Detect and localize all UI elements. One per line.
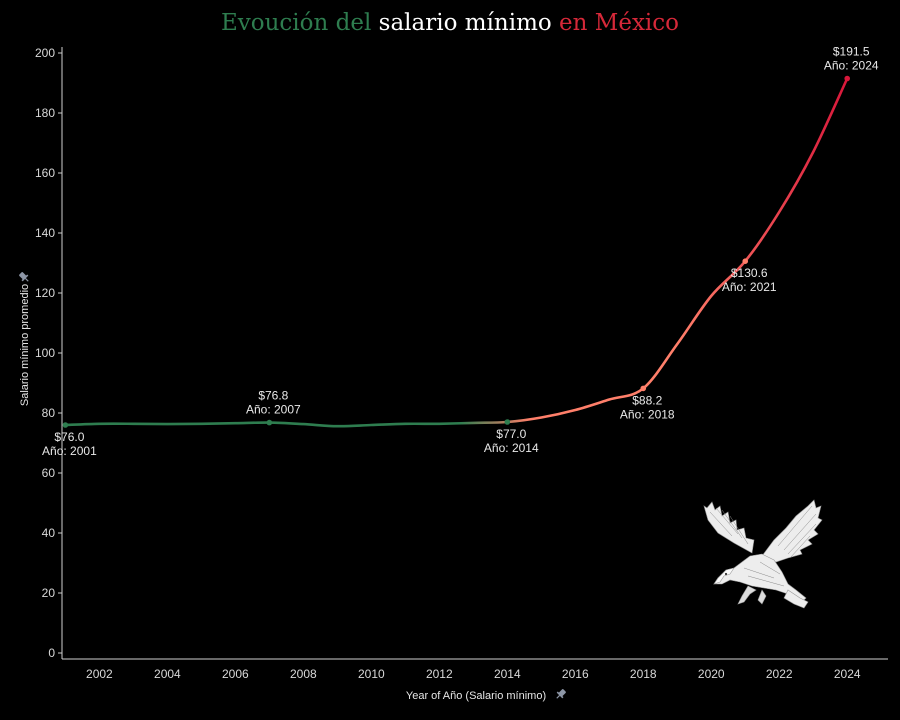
y-tick-label: 180 [35, 106, 55, 120]
y-tick-label: 120 [35, 286, 55, 300]
eagle-head [713, 567, 735, 585]
annotation-year: Año: 2014 [484, 441, 539, 455]
annotation-year: Año: 2001 [42, 444, 97, 458]
annotation-value: $88.2 [632, 393, 662, 407]
annotation-value: $191.5 [833, 45, 870, 59]
x-axis-title: Year of Año (Salario mínimo) [406, 690, 546, 702]
eagle-right-wing [761, 499, 823, 563]
y-tick-label: 0 [48, 646, 55, 660]
y-axis-pin-icon[interactable] [18, 271, 31, 284]
eagle-eye [724, 572, 728, 576]
annotation-value: $77.0 [496, 427, 526, 441]
y-tick-label: 100 [35, 346, 55, 360]
x-tick-label: 2012 [426, 667, 453, 681]
annotation-year: Año: 2021 [722, 280, 777, 294]
annotated-point[interactable] [844, 75, 851, 82]
x-axis-ticks: 2002 2004 2006 2008 2010 2012 2014 2016 2018 2020… [86, 667, 861, 681]
x-tick-label: 2024 [834, 667, 861, 681]
salary-line [64, 77, 849, 428]
y-axis-title: Salario mínimo promedio [19, 284, 31, 406]
x-tick-label: 2016 [562, 667, 589, 681]
x-tick-label: 2004 [154, 667, 181, 681]
annotated-point[interactable] [62, 422, 69, 428]
eagle-left-wing [703, 501, 755, 554]
y-tick-label: 60 [42, 466, 56, 480]
x-tick-label: 2006 [222, 667, 249, 681]
y-axis-ticks: 0 20 40 60 80 100 120 140 160 180 200 [35, 46, 62, 660]
title-part-white: salario mínimo [378, 10, 552, 36]
eagle-illustration [703, 499, 823, 609]
eagle-tail [783, 589, 809, 609]
title-part-green: Evoución del [220, 10, 372, 36]
annotation-value: $76.0 [54, 430, 84, 444]
x-tick-label: 2002 [86, 667, 113, 681]
annotation-value: $76.8 [258, 389, 288, 403]
annotated-point[interactable] [742, 258, 749, 265]
y-tick-label: 20 [42, 586, 56, 600]
annotated-point[interactable] [266, 419, 273, 426]
x-axis-pin-icon[interactable] [554, 688, 567, 701]
chart-title: Evoución del salario mínimo en México [0, 10, 900, 36]
annotation-year: Año: 2007 [246, 403, 301, 417]
annotated-point[interactable] [640, 385, 647, 392]
annotation-year: Año: 2024 [824, 59, 879, 73]
data-points [62, 75, 851, 428]
annotation-value: $130.6 [731, 266, 768, 280]
x-tick-label: 2010 [358, 667, 385, 681]
x-tick-label: 2008 [290, 667, 317, 681]
y-tick-label: 200 [35, 46, 55, 60]
y-tick-label: 160 [35, 166, 55, 180]
annotated-point[interactable] [504, 419, 511, 425]
x-tick-label: 2018 [630, 667, 657, 681]
eagle-talons [737, 585, 767, 605]
y-tick-label: 140 [35, 226, 55, 240]
y-tick-label: 80 [42, 406, 56, 420]
annotation-year: Año: 2018 [620, 407, 675, 421]
x-tick-label: 2020 [698, 667, 725, 681]
x-tick-label: 2022 [766, 667, 793, 681]
title-part-red: en México [559, 10, 679, 36]
y-tick-label: 40 [42, 526, 56, 540]
x-tick-label: 2014 [494, 667, 521, 681]
